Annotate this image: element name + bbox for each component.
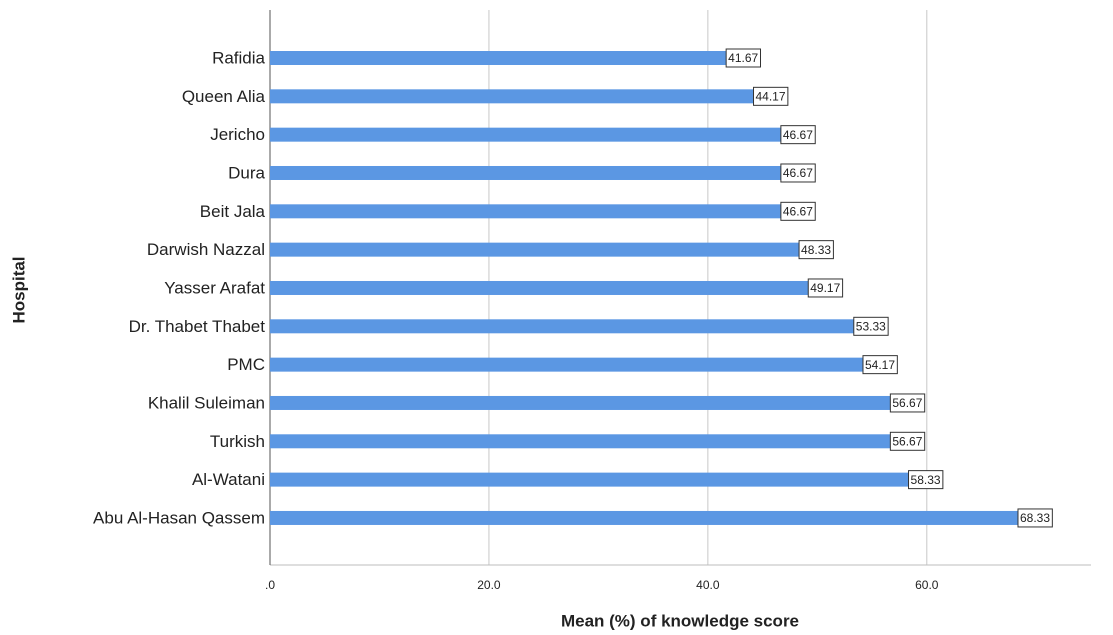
bar xyxy=(270,472,909,487)
y-tick-label: Abu Al-Hasan Qassem xyxy=(93,508,265,527)
value-label-box xyxy=(780,201,816,221)
bar xyxy=(270,510,1018,525)
y-tick-label: Queen Alia xyxy=(182,87,266,106)
x-tick-label: 60.0 xyxy=(915,578,939,592)
value-label: 48.33 xyxy=(801,243,831,257)
y-tick-label: Jericho xyxy=(210,125,265,144)
x-tick-label: 40.0 xyxy=(696,578,720,592)
value-label-box xyxy=(862,355,898,375)
value-label: 56.67 xyxy=(892,396,922,410)
value-label: 46.67 xyxy=(783,166,813,180)
value-label-box xyxy=(807,278,844,298)
y-tick-label: Beit Jala xyxy=(200,202,266,221)
bar xyxy=(270,204,781,219)
value-label-box xyxy=(853,316,889,336)
value-label: 56.67 xyxy=(892,434,922,448)
value-label: 44.17 xyxy=(756,90,786,104)
value-label-box xyxy=(798,240,834,260)
bar xyxy=(270,165,781,180)
bar xyxy=(270,127,781,142)
value-label-box xyxy=(908,470,944,490)
y-tick-label: Yasser Arafat xyxy=(164,278,265,297)
value-label-box xyxy=(1017,508,1053,528)
bar xyxy=(270,319,854,334)
bar xyxy=(270,242,800,257)
y-tick-label: Dura xyxy=(228,163,265,182)
bar xyxy=(270,357,863,372)
x-tick-label: 20.0 xyxy=(477,578,501,592)
value-label-box xyxy=(780,125,816,145)
y-tick-label: Darwish Nazzal xyxy=(147,240,265,259)
bar xyxy=(270,280,809,295)
value-label-box xyxy=(780,163,816,183)
value-label-box xyxy=(753,86,789,106)
value-label-box xyxy=(889,393,926,413)
value-label: 49.17 xyxy=(810,281,840,295)
bar xyxy=(270,434,891,449)
bar xyxy=(270,51,727,65)
value-label: 54.17 xyxy=(865,358,895,372)
value-label: 58.33 xyxy=(911,473,941,487)
value-label-box xyxy=(889,431,926,451)
value-label: 68.33 xyxy=(1020,511,1050,525)
value-label: 53.33 xyxy=(856,319,886,333)
bar xyxy=(270,395,891,410)
y-tick-label: PMC xyxy=(227,355,265,374)
y-tick-label: Turkish xyxy=(210,432,265,451)
value-label: 41.67 xyxy=(728,51,758,65)
y-tick-label: Dr. Thabet Thabet xyxy=(129,317,266,336)
bar xyxy=(270,89,754,104)
y-tick-label: Khalil Suleiman xyxy=(148,393,265,412)
value-label: 46.67 xyxy=(783,128,813,142)
x-axis-title: Mean (%) of knowledge score xyxy=(561,611,799,630)
y-tick-label: Al-Watani xyxy=(192,470,265,489)
y-tick-label: Rafidia xyxy=(212,48,265,67)
value-label-box xyxy=(725,48,762,68)
y-axis-title: Hospital xyxy=(9,256,28,323)
value-label: 46.67 xyxy=(783,204,813,218)
x-tick-label: .0 xyxy=(265,578,275,592)
